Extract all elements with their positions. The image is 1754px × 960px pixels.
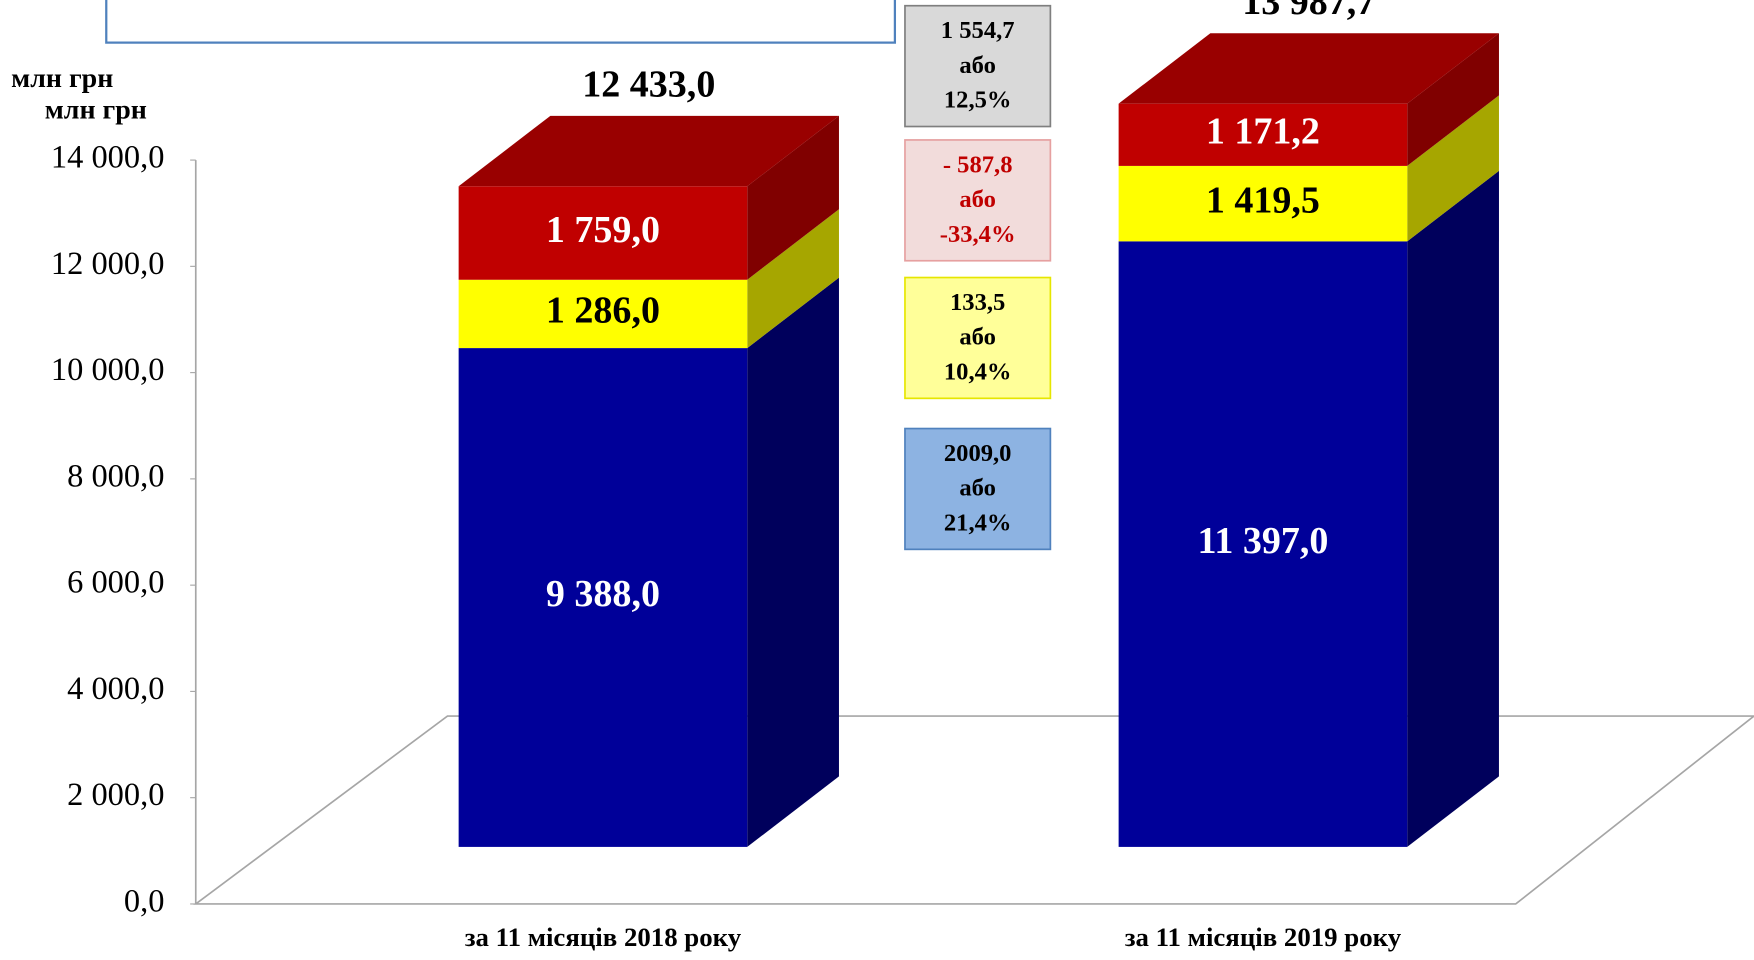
bar (1118, 103, 1408, 166)
y-tick-label: 0,0 (124, 883, 165, 919)
annotation-text: 2009,0 (944, 440, 1012, 467)
annotation-text: або (959, 52, 996, 79)
value-label: 11 397,0 (1197, 520, 1328, 562)
bar (458, 186, 748, 280)
bar (458, 279, 748, 349)
x-tick-label: за 11 місяців 2019 року (1125, 922, 1402, 952)
bar (458, 348, 748, 847)
annotation-text: 133,5 (950, 289, 1005, 316)
bar-side (747, 277, 839, 847)
annotation-text: або (959, 324, 996, 351)
bar (1118, 241, 1408, 847)
y-tick-label: 2 000,0 (67, 777, 164, 813)
bar-top (1118, 33, 1499, 104)
annotation-box (904, 4, 1052, 128)
annotation-text: 21,4% (944, 509, 1012, 536)
value-label: 9 388,0 (546, 573, 660, 615)
y-tick-label: 14 000,0 (51, 140, 165, 176)
y-tick-label: 8 000,0 (67, 458, 164, 494)
bar (1118, 165, 1408, 242)
annotation-text: 12,5% (944, 87, 1012, 114)
annotation-box (904, 427, 1052, 551)
bar-top (458, 115, 839, 187)
value-label: 1 286,0 (546, 290, 660, 332)
annotation-text: - 587,8 (943, 151, 1013, 178)
y-axis-label: млн грн (45, 94, 147, 125)
annotation-text: або (959, 475, 996, 502)
annotation-text: 1 554,7 (941, 17, 1015, 44)
y-tick-label: 12 000,0 (51, 246, 165, 282)
floor (193, 715, 1754, 905)
value-label: 1 419,5 (1206, 179, 1320, 221)
y-tick-label: 6 000,0 (67, 565, 164, 601)
y-axis-label: млн грн (11, 63, 113, 94)
value-label: 1 759,0 (546, 209, 660, 251)
annotation-box (904, 139, 1052, 262)
annotation-text: 10,4% (944, 358, 1012, 385)
value-label: 1 171,2 (1206, 111, 1320, 153)
bar-side (747, 209, 839, 349)
total-label: 12 433,0 (582, 64, 715, 106)
bar-side (1407, 33, 1499, 166)
annotation-box (904, 276, 1052, 400)
annotation-text: або (959, 186, 996, 213)
header-box (105, 0, 897, 44)
bar-side (747, 115, 839, 280)
annotation-text: -33,4% (940, 221, 1016, 248)
y-tick-label: 10 000,0 (51, 352, 165, 388)
x-tick-label: за 11 місяців 2018 року (465, 922, 742, 952)
y-tick-label: 4 000,0 (67, 671, 164, 707)
bar-side (1407, 170, 1499, 847)
total-label: 13 987,7 (1242, 0, 1375, 23)
bar-side (1407, 95, 1499, 242)
